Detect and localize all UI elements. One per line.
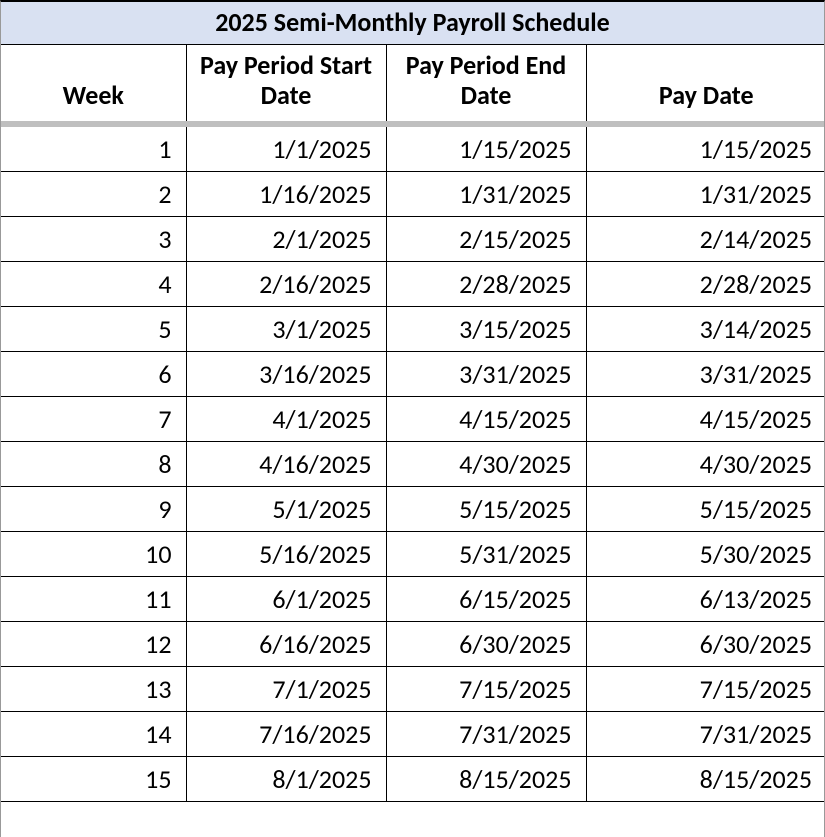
cell-start: 5/1/2025 bbox=[186, 486, 386, 531]
col-end-date: Pay Period End Date bbox=[386, 45, 586, 124]
cell-start: 7/16/2025 bbox=[186, 711, 386, 756]
cell-pay: 6/30/2025 bbox=[586, 621, 825, 666]
cell-end: 4/15/2025 bbox=[386, 396, 586, 441]
cell-end: 6/30/2025 bbox=[386, 621, 586, 666]
cell-week: 4 bbox=[1, 261, 186, 306]
cell-end: 2/28/2025 bbox=[386, 261, 586, 306]
table-row: 10 5/16/2025 5/31/2025 5/30/2025 bbox=[1, 531, 825, 576]
cell-end: 1/15/2025 bbox=[386, 124, 586, 172]
payroll-schedule-sheet: 2025 Semi-Monthly Payroll Schedule Week … bbox=[0, 0, 825, 837]
cell-end: 5/31/2025 bbox=[386, 531, 586, 576]
cell-start: 2/16/2025 bbox=[186, 261, 386, 306]
cell-pay: 6/13/2025 bbox=[586, 576, 825, 621]
cell-week: 3 bbox=[1, 216, 186, 261]
table-body: 1 1/1/2025 1/15/2025 1/15/2025 2 1/16/20… bbox=[1, 124, 825, 802]
table-row: 8 4/16/2025 4/30/2025 4/30/2025 bbox=[1, 441, 825, 486]
cell-week: 10 bbox=[1, 531, 186, 576]
table-header-row: Week Pay Period Start Date Pay Period En… bbox=[1, 45, 825, 124]
col-pay-date: Pay Date bbox=[586, 45, 825, 124]
cell-week: 5 bbox=[1, 306, 186, 351]
cell-pay: 1/31/2025 bbox=[586, 171, 825, 216]
cell-week: 14 bbox=[1, 711, 186, 756]
cell-pay: 1/15/2025 bbox=[586, 124, 825, 172]
col-start-date: Pay Period Start Date bbox=[186, 45, 386, 124]
cell-week: 1 bbox=[1, 124, 186, 172]
cell-week: 8 bbox=[1, 441, 186, 486]
cell-start: 8/1/2025 bbox=[186, 756, 386, 801]
cell-start: 7/1/2025 bbox=[186, 666, 386, 711]
col-week: Week bbox=[1, 45, 186, 124]
cell-end: 3/31/2025 bbox=[386, 351, 586, 396]
cell-start: 6/16/2025 bbox=[186, 621, 386, 666]
cell-start: 1/16/2025 bbox=[186, 171, 386, 216]
cell-start: 1/1/2025 bbox=[186, 124, 386, 172]
cell-pay: 8/15/2025 bbox=[586, 756, 825, 801]
table-row: 13 7/1/2025 7/15/2025 7/15/2025 bbox=[1, 666, 825, 711]
table-row: 15 8/1/2025 8/15/2025 8/15/2025 bbox=[1, 756, 825, 801]
table-row: 7 4/1/2025 4/15/2025 4/15/2025 bbox=[1, 396, 825, 441]
cell-end: 2/15/2025 bbox=[386, 216, 586, 261]
cell-pay: 3/14/2025 bbox=[586, 306, 825, 351]
cell-week: 9 bbox=[1, 486, 186, 531]
cell-pay: 7/31/2025 bbox=[586, 711, 825, 756]
cell-pay: 4/15/2025 bbox=[586, 396, 825, 441]
cell-end: 3/15/2025 bbox=[386, 306, 586, 351]
table-row: 2 1/16/2025 1/31/2025 1/31/2025 bbox=[1, 171, 825, 216]
cell-start: 4/16/2025 bbox=[186, 441, 386, 486]
table-row: 5 3/1/2025 3/15/2025 3/14/2025 bbox=[1, 306, 825, 351]
cell-end: 6/15/2025 bbox=[386, 576, 586, 621]
cell-pay: 4/30/2025 bbox=[586, 441, 825, 486]
cell-end: 1/31/2025 bbox=[386, 171, 586, 216]
cell-start: 6/1/2025 bbox=[186, 576, 386, 621]
sheet-title: 2025 Semi-Monthly Payroll Schedule bbox=[1, 2, 824, 45]
table-row: 11 6/1/2025 6/15/2025 6/13/2025 bbox=[1, 576, 825, 621]
cell-week: 7 bbox=[1, 396, 186, 441]
cell-week: 15 bbox=[1, 756, 186, 801]
table-row: 14 7/16/2025 7/31/2025 7/31/2025 bbox=[1, 711, 825, 756]
cell-week: 6 bbox=[1, 351, 186, 396]
cell-start: 2/1/2025 bbox=[186, 216, 386, 261]
cell-pay: 2/28/2025 bbox=[586, 261, 825, 306]
cell-week: 2 bbox=[1, 171, 186, 216]
cell-start: 5/16/2025 bbox=[186, 531, 386, 576]
payroll-table: Week Pay Period Start Date Pay Period En… bbox=[1, 45, 825, 802]
table-row: 9 5/1/2025 5/15/2025 5/15/2025 bbox=[1, 486, 825, 531]
cell-pay: 5/15/2025 bbox=[586, 486, 825, 531]
cell-pay: 7/15/2025 bbox=[586, 666, 825, 711]
cell-pay: 5/30/2025 bbox=[586, 531, 825, 576]
cell-start: 4/1/2025 bbox=[186, 396, 386, 441]
cell-pay: 2/14/2025 bbox=[586, 216, 825, 261]
table-row: 12 6/16/2025 6/30/2025 6/30/2025 bbox=[1, 621, 825, 666]
cell-start: 3/1/2025 bbox=[186, 306, 386, 351]
cell-end: 5/15/2025 bbox=[386, 486, 586, 531]
cell-end: 8/15/2025 bbox=[386, 756, 586, 801]
cell-pay: 3/31/2025 bbox=[586, 351, 825, 396]
cell-end: 7/31/2025 bbox=[386, 711, 586, 756]
cell-end: 7/15/2025 bbox=[386, 666, 586, 711]
table-row: 3 2/1/2025 2/15/2025 2/14/2025 bbox=[1, 216, 825, 261]
cell-week: 12 bbox=[1, 621, 186, 666]
table-row: 1 1/1/2025 1/15/2025 1/15/2025 bbox=[1, 124, 825, 172]
cell-end: 4/30/2025 bbox=[386, 441, 586, 486]
table-row: 4 2/16/2025 2/28/2025 2/28/2025 bbox=[1, 261, 825, 306]
cell-week: 11 bbox=[1, 576, 186, 621]
cell-week: 13 bbox=[1, 666, 186, 711]
cell-start: 3/16/2025 bbox=[186, 351, 386, 396]
table-row: 6 3/16/2025 3/31/2025 3/31/2025 bbox=[1, 351, 825, 396]
